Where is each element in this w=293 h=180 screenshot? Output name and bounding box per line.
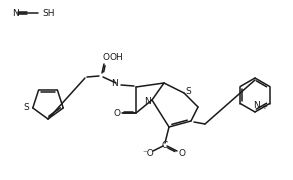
Text: S: S xyxy=(23,103,29,112)
Text: ⁻O: ⁻O xyxy=(142,148,154,158)
Text: O: O xyxy=(103,53,110,62)
Text: N: N xyxy=(253,101,259,110)
Text: N: N xyxy=(111,80,118,89)
Text: O: O xyxy=(113,109,120,118)
Text: C: C xyxy=(162,141,168,150)
Text: O: O xyxy=(178,148,185,158)
Text: SH: SH xyxy=(42,8,54,17)
Text: N: N xyxy=(144,96,151,105)
Text: S: S xyxy=(185,87,191,96)
Text: +: + xyxy=(261,104,267,110)
Text: N: N xyxy=(12,8,19,17)
Text: OH: OH xyxy=(109,53,123,62)
